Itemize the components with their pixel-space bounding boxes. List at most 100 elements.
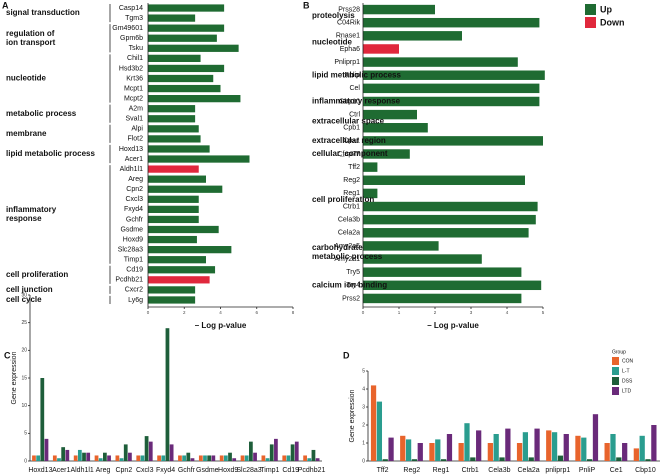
gene-label: Reg2 [343,177,360,184]
legend-label: Down [600,17,625,27]
x-tick-label: Cd19 [282,467,299,474]
x-tick-label: Areg [96,467,111,474]
bar [604,443,610,461]
gene-label: Pnliprp1 [334,59,360,66]
bar [211,455,216,461]
bar [639,435,645,461]
bar [115,455,120,461]
bar [148,74,214,83]
x-tick-label: 2 [434,310,437,315]
gene-label: Gbp10 [339,98,360,105]
bar [651,425,657,461]
x-tick-label: Slc28a3 [236,467,261,474]
panel-letter: A [2,0,9,10]
bar [169,444,174,461]
y-tick-label: 0 [24,458,27,464]
x-tick-label: 1 [398,310,401,315]
gene-label: Krt36 [126,75,143,82]
x-tick-label: Cxcl3 [136,467,154,474]
y-tick-label: 5 [24,431,27,437]
bar [363,175,525,185]
legend-title: Group [612,349,626,355]
x-tick-label: Gchfr [178,467,196,474]
bar [411,459,418,461]
y-axis-label: Gene expression [11,351,18,404]
bar [148,296,196,304]
x-tick-label: Reg1 [433,467,450,474]
gene-label: Ctrb1 [343,203,360,210]
bar [610,434,616,461]
y-tick-label: 4 [362,386,365,392]
bar [622,443,628,461]
x-tick-label: 0 [147,310,150,315]
bar [363,17,540,28]
bar [563,434,569,461]
legend-label: L-T [622,368,630,374]
bar [178,455,182,461]
bar [182,455,187,461]
bar [528,457,534,461]
group-label: ion transport [6,38,56,47]
bar [32,455,36,461]
bar [400,435,406,461]
gene-label: Cpb1 [343,125,360,132]
x-tick-label: PnliP [579,467,596,474]
bar [107,455,111,461]
bar [363,188,378,199]
group-label: cell proliferation [6,270,68,279]
bar [148,225,219,234]
bar [148,125,199,133]
bar [587,459,593,461]
x-tick-label: Hoxd9 [218,467,238,474]
gene-label: Cd19 [126,267,143,274]
gene-label: Areg [128,176,143,183]
bar [57,458,61,461]
gene-label: Gpm6b [120,35,143,42]
y-axis-label: Gene expression [349,389,356,442]
bar [136,455,141,461]
group-label: inflammatory response [312,97,401,106]
bar [148,115,196,123]
y-tick-label: 30 [21,292,27,298]
gene-label: Tff2 [348,164,360,171]
gene-label: Casp14 [119,5,143,12]
bar [86,452,91,461]
gene-label: Mcpt1 [124,85,143,92]
y-tick-label: 25 [21,320,27,326]
bar [499,457,505,461]
bar [363,228,529,238]
gene-label: Rnase1 [336,33,360,40]
bar [363,201,538,212]
bar [441,459,447,461]
bar [363,136,543,146]
gene-label: Tsku [129,45,144,52]
bar [123,444,128,461]
x-tick-label: Aldh1l1 [70,467,93,474]
bar [161,455,166,461]
gene-label: A2m [129,106,144,113]
y-tick-label: 2 [362,422,365,428]
bar [616,457,622,461]
bar [575,435,581,461]
legend-label: DSS [622,378,633,384]
gene-label: Epha6 [340,46,360,53]
x-tick-label: Cbp10 [635,467,656,474]
bar [363,57,518,67]
y-tick-label: 1 [362,440,365,446]
gene-label: Cxcr2 [125,287,143,294]
bar [148,246,232,254]
bar [303,455,307,461]
x-tick-label: 6 [255,310,258,315]
bar [458,443,464,461]
bar [140,455,145,461]
bar [148,165,199,173]
gene-label: Prss2 [342,295,360,302]
gene-label: Gchfr [126,216,144,223]
bar [363,254,482,264]
bar [534,428,540,461]
bar [148,215,199,224]
gene-label: Amy2a1 [334,256,360,263]
bar [165,328,170,461]
bar [148,286,196,294]
group-label: membrane [6,129,47,138]
